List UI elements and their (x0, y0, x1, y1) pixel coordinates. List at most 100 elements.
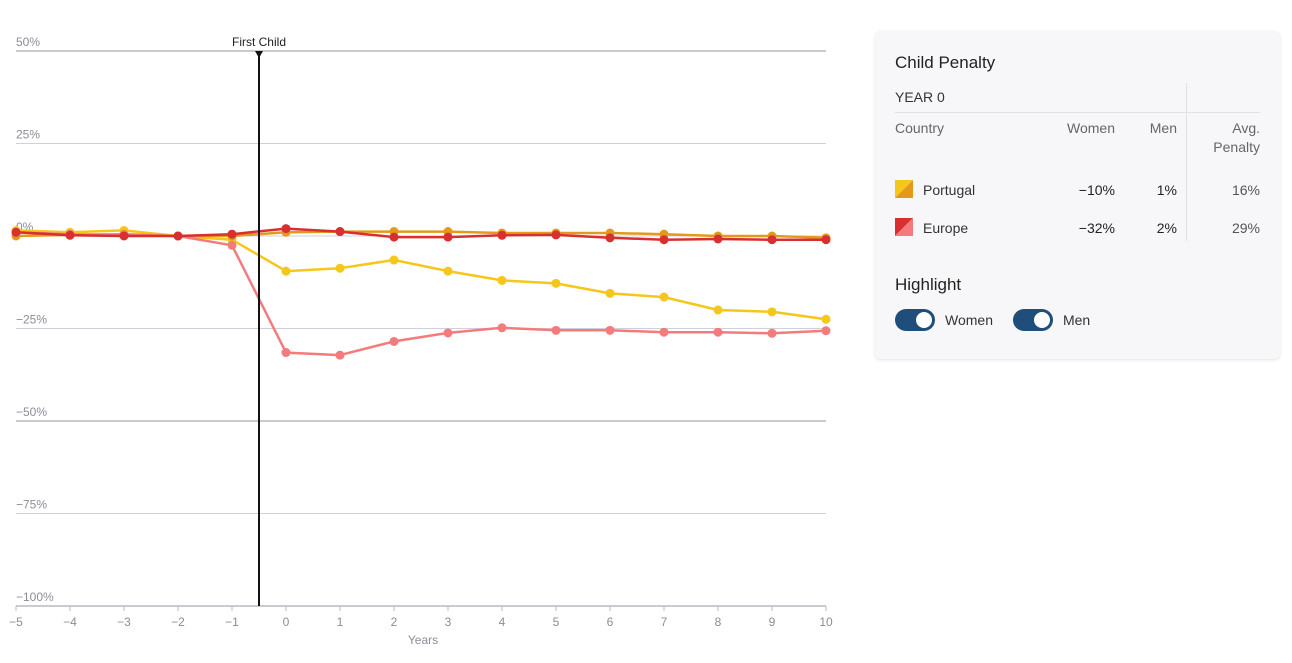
data-point (767, 328, 777, 338)
data-point (767, 307, 777, 317)
table-row-portugal[interactable]: Portugal −10% 1% 16% (895, 171, 1260, 209)
header-women: Women (1067, 120, 1115, 136)
data-point (605, 325, 615, 335)
data-point (605, 233, 615, 243)
women-toggle-label[interactable]: Women (945, 312, 993, 328)
highlight-toggles: Women Men (895, 309, 1260, 331)
data-point (821, 314, 831, 324)
y-tick-label: −25% (16, 313, 47, 327)
x-tick-label: 6 (607, 615, 614, 629)
men-toggle[interactable] (1012, 309, 1053, 331)
series-europe-men (11, 224, 831, 245)
data-point (497, 230, 507, 240)
data-point (227, 229, 237, 239)
series-europe-women (11, 227, 831, 360)
data-point (551, 278, 561, 288)
x-tick-label: 7 (661, 615, 668, 629)
avg-penalty-value: 29% (1231, 220, 1260, 236)
y-tick-labels: 50%25%0%−25%−50%−75%−100% (16, 35, 54, 604)
table-header-row: Country Women Men Avg. Penalty (895, 113, 1260, 171)
table-divider (1186, 83, 1187, 241)
x-tick-label: −3 (117, 615, 131, 629)
men-value: 2% (1156, 220, 1177, 236)
country-cell: Europe (895, 217, 1045, 239)
x-tick-label: 9 (769, 615, 776, 629)
header-men: Men (1149, 120, 1177, 136)
data-point (389, 232, 399, 242)
highlight-title: Highlight (895, 275, 962, 294)
y-tick-label: 25% (16, 128, 40, 142)
x-tick-label: 1 (337, 615, 344, 629)
x-tick-label: −2 (171, 615, 185, 629)
toggle-knob (916, 312, 932, 328)
data-point (551, 230, 561, 240)
data-point (335, 350, 345, 360)
women-value: −32% (1078, 220, 1115, 236)
x-tick-label: −4 (63, 615, 77, 629)
x-tick-label: −1 (225, 615, 239, 629)
swatch-men-color (895, 180, 913, 198)
y-tick-label: −75% (16, 498, 47, 512)
men-value: 1% (1156, 182, 1177, 198)
data-point (713, 305, 723, 315)
data-point (389, 255, 399, 265)
series-line (15, 227, 826, 241)
data-point (713, 234, 723, 244)
x-tick-label: 10 (819, 615, 833, 629)
data-point (821, 235, 831, 245)
child-penalty-panel: Child Penalty YEAR 0 Country Women Men A… (875, 31, 1280, 359)
data-point (335, 263, 345, 273)
data-point (119, 231, 129, 241)
data-point (281, 348, 291, 358)
data-point (443, 328, 453, 338)
data-point (227, 240, 237, 250)
data-point (281, 224, 291, 234)
first-child-marker: First Child (232, 35, 286, 606)
data-point (659, 292, 669, 302)
table-row-europe[interactable]: Europe −32% 2% 29% (895, 209, 1260, 247)
men-toggle-label[interactable]: Men (1062, 312, 1091, 328)
line-chart: 50%25%0%−25%−50%−75%−100% −5 −4 −3 −2 −1 0 1 2 3… (9, 35, 833, 647)
data-point (551, 325, 561, 335)
data-point (659, 327, 669, 337)
country-cell: Portugal (895, 179, 1045, 201)
year-label: YEAR 0 (895, 83, 1260, 113)
data-point (65, 230, 75, 240)
series-line (15, 229, 827, 321)
y-tick-label: 50% (16, 35, 40, 49)
series-portugal-women (11, 225, 831, 324)
country-name: Portugal (923, 182, 976, 198)
women-value: −10% (1078, 182, 1115, 198)
swatch-women-color (895, 218, 913, 236)
panel-title: Child Penalty (895, 53, 996, 72)
x-tick-label: 4 (499, 615, 506, 629)
data-point (497, 323, 507, 333)
data-point (173, 231, 183, 241)
first-child-marker-arrow (255, 51, 263, 58)
country-name: Europe (923, 220, 969, 236)
chart-area: 50% 25% 0% −25% −50% −75% −100% −5 −4 −3 −2 −1 0 1 2 3… (9, 35, 833, 647)
data-point (659, 235, 669, 245)
series-lines (11, 224, 831, 360)
toggle-knob (1033, 312, 1050, 328)
x-tick-label: 5 (553, 615, 560, 629)
data-point (605, 288, 615, 298)
x-tick-label: 8 (715, 615, 722, 629)
data-point (497, 275, 507, 285)
y-tick-label: −100% (16, 590, 54, 604)
data-point (281, 266, 291, 276)
series-line (15, 231, 827, 357)
avg-penalty-value: 16% (1231, 182, 1260, 198)
data-point (335, 227, 345, 237)
header-country: Country (895, 120, 945, 136)
header-avg-line2: Penalty (1213, 139, 1260, 155)
grid-lines (16, 50, 826, 607)
data-point (713, 327, 723, 337)
europe-swatch-icon (895, 218, 913, 236)
portugal-swatch-icon (895, 180, 913, 198)
x-tick-label: 2 (391, 615, 398, 629)
data-point (443, 266, 453, 276)
penalty-table: YEAR 0 Country Women Men Avg. Penalty Po… (895, 83, 1260, 247)
x-tick-label: 3 (445, 615, 452, 629)
women-toggle[interactable] (895, 309, 935, 331)
